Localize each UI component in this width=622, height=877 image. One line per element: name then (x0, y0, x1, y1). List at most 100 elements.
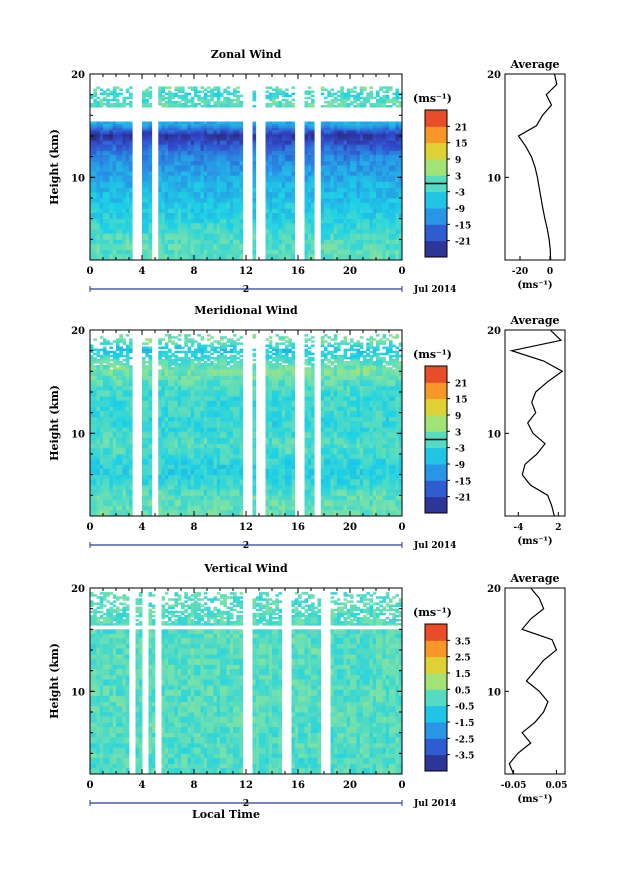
heatmap-cell (285, 93, 289, 96)
heatmap-cell (240, 95, 244, 98)
heatmap-cell (188, 122, 192, 125)
heatmap-cell (340, 122, 344, 125)
heatmap-cell (110, 122, 114, 125)
heatmap-cell (334, 93, 338, 96)
heatmap-cell (311, 122, 315, 125)
heatmap-cell (347, 122, 351, 125)
heatmap-cell (162, 86, 166, 89)
heatmap-cell (204, 122, 208, 125)
heatmap-cell (93, 122, 97, 125)
heatmap-cell (227, 91, 231, 94)
heatmap-cell (106, 93, 110, 96)
heatmap-cell (305, 97, 309, 100)
heatmap-cell (236, 95, 240, 98)
heatmap-cell (126, 103, 130, 106)
heatmap-cell (162, 103, 166, 106)
heatmap-cell (269, 103, 273, 106)
heatmap-cell (188, 105, 192, 108)
heatmap-cell (344, 93, 348, 96)
heatmap-cell (340, 86, 344, 89)
heatmap-cell (353, 122, 357, 125)
heatmap-cell (324, 122, 328, 125)
heatmap-cell (93, 89, 97, 92)
heatmap-cell (204, 89, 208, 92)
heatmap-cell (207, 95, 211, 98)
heatmap-cell (230, 99, 234, 102)
heatmap-cell (279, 101, 283, 104)
heatmap-cell (350, 89, 354, 92)
heatmap-cell (327, 91, 331, 94)
heatmap-cell (116, 122, 120, 125)
heatmap-cell (201, 86, 205, 89)
heatmap-cell (236, 86, 240, 89)
heatmap-cell (240, 122, 244, 125)
heatmap-cell (282, 99, 286, 102)
heatmap-cell (103, 97, 107, 100)
heatmap-cell (207, 86, 211, 89)
heatmap-cell (285, 122, 289, 125)
heatmap-cell (119, 122, 123, 125)
heatmap-cell (327, 122, 331, 125)
heatmap-cell (337, 103, 341, 106)
heatmap-cell (191, 97, 195, 100)
heatmap-cell (292, 99, 296, 102)
heatmap-cell (113, 122, 117, 125)
heatmap-cell (308, 97, 312, 100)
heatmap-cell (227, 97, 231, 100)
heatmap-cell (308, 86, 312, 89)
heatmap-cell (119, 93, 123, 96)
heatmap-cell (223, 97, 227, 100)
heatmap-cell (360, 101, 364, 104)
heatmap-field (90, 86, 402, 260)
heatmap-cell (311, 95, 315, 98)
heatmap-cell (100, 99, 104, 102)
heatmap-cell (353, 86, 357, 89)
heatmap-cell (142, 122, 146, 125)
heatmap-cell (275, 122, 279, 125)
heatmap-cell (324, 97, 328, 100)
heatmap-cell (126, 122, 130, 125)
heatmap-cell (201, 91, 205, 94)
heatmap-cell (337, 91, 341, 94)
heatmap-cell (126, 89, 130, 92)
heatmap-cell (165, 97, 169, 100)
heatmap-cell (350, 122, 354, 125)
heatmap-cell (357, 93, 361, 96)
heatmap-cell (210, 122, 214, 125)
heatmap-cell (282, 91, 286, 94)
heatmap-cell (275, 101, 279, 104)
heatmap-cell (184, 122, 188, 125)
heatmap-cell (308, 122, 312, 125)
heatmap-cell (324, 101, 328, 104)
heatmap-cell (272, 122, 276, 125)
heatmap-cell (171, 101, 175, 104)
heatmap-cell (214, 101, 218, 104)
heatmap-cell (321, 93, 325, 96)
heatmap-cell (178, 101, 182, 104)
heatmap-cell (292, 122, 296, 125)
heatmap-cell (217, 122, 221, 125)
heatmap-cell (175, 86, 179, 89)
heatmap-cell (353, 91, 357, 94)
heatmap-cell (100, 93, 104, 96)
heatmap-cell (266, 95, 270, 98)
heatmap-cell (272, 93, 276, 96)
heatmap-cell (321, 86, 325, 89)
heatmap-cell (344, 122, 348, 125)
heatmap-cell (165, 93, 169, 96)
heatmap-cell (233, 122, 237, 125)
heatmap-cell (288, 101, 292, 104)
heatmap-cell (123, 97, 127, 100)
heatmap-cell (110, 99, 114, 102)
heatmap-cell (353, 105, 357, 108)
heatmap-cell (324, 105, 328, 108)
heatmap-cell (165, 101, 169, 104)
heatmap-cell (334, 105, 338, 108)
heatmap-cell (178, 86, 182, 89)
heatmap-cell (158, 86, 162, 89)
heatmap-cell (253, 91, 257, 94)
heatmap-cell (210, 89, 214, 92)
heatmap-cell (305, 122, 309, 125)
heatmap-cell (360, 97, 364, 100)
heatmap-cell (308, 91, 312, 94)
